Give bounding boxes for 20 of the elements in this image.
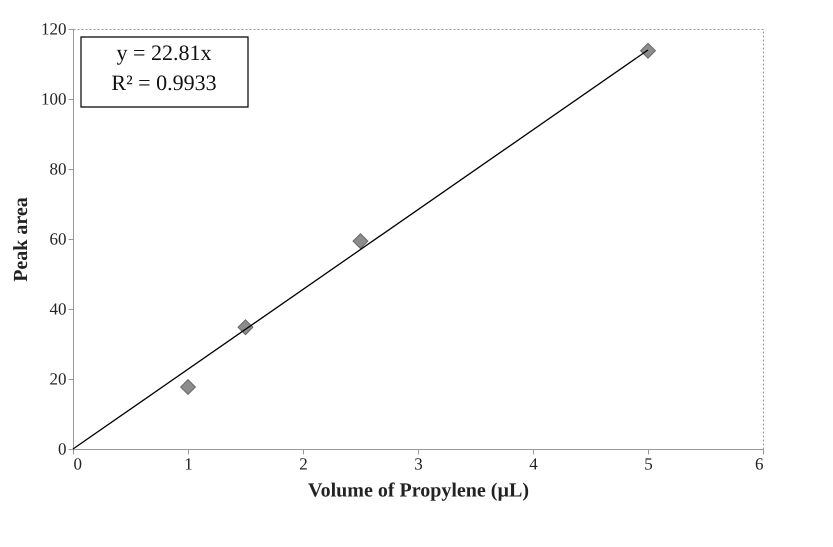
x-tick-label: 1 (184, 454, 193, 474)
x-tick-label: 3 (414, 454, 423, 474)
y-tick-label: 0 (58, 440, 66, 458)
x-axis-title: Volume of Propylene (µL) (308, 480, 529, 502)
y-tick-label: 120 (41, 20, 66, 38)
y-tick-label: 60 (50, 230, 66, 248)
x-tick-label: 2 (299, 454, 308, 474)
y-tick-label: 80 (50, 160, 66, 178)
x-tick-label: 4 (529, 454, 538, 474)
point (352, 233, 368, 250)
y-tick-label: 20 (50, 370, 66, 388)
y-tick-label: 40 (50, 300, 66, 318)
y-axis-title: Peak area (10, 197, 32, 282)
x-tick-label: 6 (755, 454, 764, 474)
annotation: y = 22.81x R² = 0.9933 (111, 40, 217, 95)
x-tick-label: 5 (644, 454, 653, 474)
x-tick-label: 0 (74, 454, 82, 474)
y-tick-label: 100 (41, 90, 66, 108)
point (640, 42, 656, 59)
point (180, 379, 196, 395)
